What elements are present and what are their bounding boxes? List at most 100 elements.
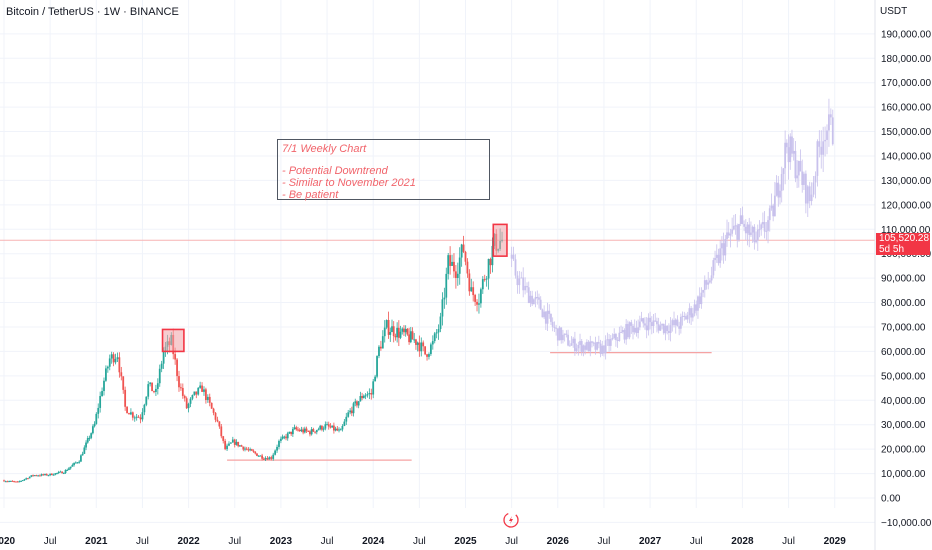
price-tick-label: 40,000.00 <box>881 396 926 407</box>
candle-body <box>391 326 393 333</box>
candle-body <box>331 425 334 428</box>
price-axis[interactable]: −10,000.00 0.00 10,000.00 20,000.00 30,000.0… <box>881 29 932 529</box>
candle-body <box>691 313 694 318</box>
candle-body <box>638 321 641 328</box>
candle-body <box>178 376 180 388</box>
candle-body <box>396 327 399 338</box>
candle-body <box>767 220 769 231</box>
candle-body <box>149 382 152 385</box>
annotation-textbox[interactable]: 7/1 Weekly Chart - Potential Downtrend -… <box>277 139 490 201</box>
candle-body <box>220 426 223 437</box>
candle-body <box>347 412 350 417</box>
candle-body <box>453 261 455 272</box>
candle-body <box>616 339 619 341</box>
candle-body <box>413 339 416 341</box>
candle-body <box>558 327 561 341</box>
time-tick-label: 2025 <box>454 536 477 547</box>
candle-body <box>8 481 11 483</box>
candle-body <box>409 331 412 343</box>
candle-body <box>322 428 325 430</box>
candle-body <box>341 425 344 430</box>
time-tick-label: 2027 <box>639 536 662 547</box>
candle-body <box>116 357 119 359</box>
candle-body <box>565 333 568 335</box>
candle-body <box>174 354 177 360</box>
candle-body <box>573 338 576 352</box>
candle-body <box>288 431 291 434</box>
candle-body <box>254 451 257 454</box>
candle-body <box>466 261 469 274</box>
candle-body <box>262 458 265 460</box>
candle-body <box>620 332 622 334</box>
candle-body <box>83 447 86 454</box>
candle-body <box>539 299 542 310</box>
candle-body <box>779 190 781 198</box>
candle-body <box>700 292 703 305</box>
candle-body <box>54 473 57 475</box>
candle-body <box>685 316 687 320</box>
candle-body <box>362 395 365 399</box>
candle-body <box>422 342 425 347</box>
time-tick-label: 2029 <box>824 536 847 547</box>
candle-body <box>748 224 751 235</box>
candle-body <box>370 393 373 395</box>
candlestick-series <box>3 228 503 483</box>
candle-body <box>264 458 267 460</box>
candle-body <box>679 316 682 329</box>
candle-body <box>649 317 651 323</box>
tradingview-flash-icon[interactable] <box>503 512 519 528</box>
candle-body <box>824 139 826 142</box>
candle-body <box>705 280 708 285</box>
candle-body <box>650 322 653 326</box>
candle-body <box>71 464 74 467</box>
candle-body <box>201 385 203 392</box>
time-tick-label: Jul <box>136 536 149 547</box>
candle-body <box>91 426 94 434</box>
candle-body <box>659 325 662 331</box>
highlight-box[interactable] <box>492 223 508 257</box>
candle-body <box>324 424 327 429</box>
candle-body <box>312 429 315 432</box>
price-tick-label: 50,000.00 <box>881 371 926 382</box>
candle-body <box>719 248 722 264</box>
candle-body <box>99 396 102 408</box>
candle-body <box>256 453 258 456</box>
candle-body <box>332 425 335 431</box>
candle-body <box>546 310 549 324</box>
candle-body <box>68 468 70 470</box>
candle-body <box>49 473 52 476</box>
candle-body <box>709 280 711 283</box>
candle-body <box>516 275 519 286</box>
candle-body <box>750 232 752 235</box>
time-axis[interactable]: 2020 Jul 2021 Jul 2022 Jul 2023 Jul 2024 Jul 2025 J… <box>0 536 846 547</box>
candle-body <box>812 182 815 195</box>
candle-body <box>56 472 58 474</box>
candle-body <box>787 147 790 163</box>
candle-body <box>345 416 348 422</box>
candle-body <box>625 324 628 340</box>
candle-body <box>356 401 358 406</box>
candle-body <box>23 479 26 481</box>
candle-body <box>784 142 787 169</box>
candle-body <box>577 344 580 349</box>
candle-body <box>206 396 209 401</box>
candle-body <box>354 401 357 404</box>
highlight-box[interactable] <box>161 328 185 353</box>
candle-body <box>416 342 419 345</box>
candle-body <box>702 289 704 293</box>
candle-body <box>437 329 440 333</box>
candle-body <box>4 481 7 483</box>
candle-body <box>180 387 182 389</box>
candle-body <box>28 476 31 479</box>
candle-body <box>281 436 284 439</box>
candle-body <box>44 473 46 475</box>
currency-label[interactable]: USDT <box>880 6 908 17</box>
candle-body <box>584 345 587 350</box>
candle-body <box>816 141 819 176</box>
candle-body <box>820 146 823 155</box>
candle-body <box>303 428 306 433</box>
candle-body <box>611 337 614 340</box>
candle-body <box>474 295 477 302</box>
candle-body <box>297 429 299 431</box>
